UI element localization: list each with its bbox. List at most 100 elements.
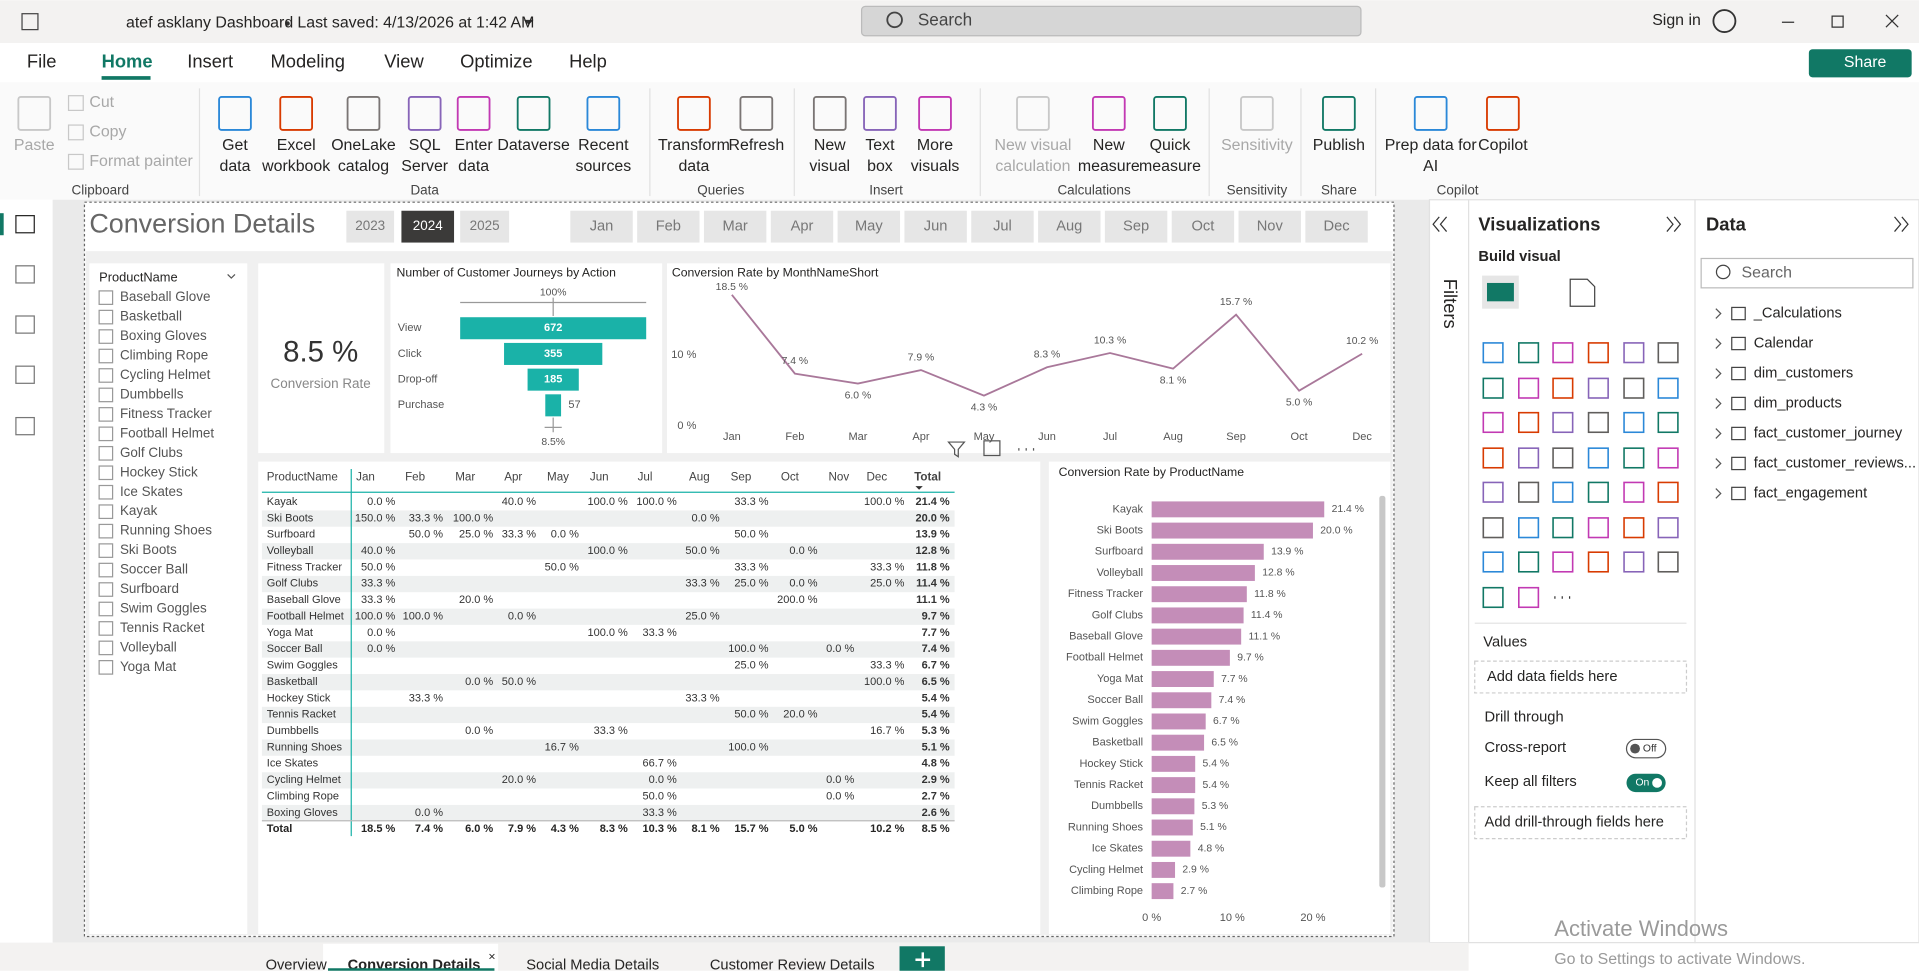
slicer-item[interactable]: Ice Skates <box>120 484 183 499</box>
month-label[interactable]: Jun <box>924 219 948 235</box>
month-button[interactable] <box>837 210 901 243</box>
slicer-checkbox[interactable] <box>98 484 114 500</box>
bar[interactable] <box>1151 713 1206 730</box>
visual-type-icon[interactable] <box>1518 481 1540 503</box>
drill-well[interactable] <box>1474 806 1688 840</box>
view-icon[interactable] <box>15 315 35 334</box>
slicer-item[interactable]: Dumbbells <box>120 386 184 401</box>
ribbon-button-label[interactable]: calculation <box>995 158 1070 175</box>
well-placeholder[interactable]: Add data fields here <box>1487 669 1618 685</box>
ribbon-button-label[interactable]: Refresh <box>728 137 784 154</box>
visual-type-icon[interactable] <box>1518 377 1540 399</box>
matrix-panel[interactable] <box>258 461 1041 935</box>
visual-type-icon[interactable] <box>1657 551 1679 573</box>
visual-type-icon[interactable] <box>1518 342 1540 364</box>
ribbon-icon[interactable] <box>1153 96 1187 131</box>
slicer-checkbox[interactable] <box>98 543 114 558</box>
visual-type-icon[interactable] <box>1623 481 1645 503</box>
month-button[interactable] <box>703 210 767 243</box>
bar[interactable] <box>1151 607 1244 624</box>
slicer-item[interactable]: Football Helmet <box>120 425 214 440</box>
ribbon-button-label[interactable]: Recent <box>578 137 629 154</box>
slicer-checkbox[interactable] <box>98 348 114 364</box>
ribbon-button-label[interactable]: Cut <box>89 94 114 111</box>
ribbon-button-label[interactable]: Paste <box>14 137 55 154</box>
month-label[interactable]: May <box>855 219 883 235</box>
visual-type-icon[interactable] <box>1657 377 1679 399</box>
expand-chevron[interactable] <box>1715 458 1722 469</box>
visual-type-icon[interactable] <box>1552 342 1574 364</box>
ribbon-icon[interactable] <box>1486 96 1520 131</box>
month-label[interactable]: Mar <box>723 219 748 235</box>
bar[interactable] <box>1151 501 1325 518</box>
slicer-item[interactable]: Boxing Gloves <box>120 328 207 343</box>
view-icon[interactable] <box>15 265 35 284</box>
visual-type-icon[interactable] <box>1518 551 1540 573</box>
expand-chevron[interactable] <box>1715 428 1722 439</box>
month-label[interactable]: Nov <box>1257 219 1284 235</box>
visual-type-icon[interactable] <box>1587 447 1609 469</box>
visual-type-icon[interactable] <box>1587 377 1609 399</box>
month-button[interactable] <box>971 210 1034 243</box>
ribbon-button-label[interactable]: AI <box>1423 158 1438 175</box>
bar[interactable] <box>1151 692 1212 709</box>
month-label[interactable]: Jan <box>590 219 614 235</box>
ribbon-button-label[interactable]: New visual <box>994 137 1071 154</box>
month-button[interactable] <box>770 210 834 243</box>
ribbon-small-icon[interactable] <box>67 153 84 170</box>
menu-item[interactable]: Optimize <box>460 51 532 72</box>
visual-type-icon[interactable] <box>1657 517 1679 539</box>
view-icon[interactable] <box>15 416 35 436</box>
slicer-item[interactable]: Volleyball <box>120 639 177 654</box>
visual-type-icon[interactable] <box>1587 481 1609 503</box>
visual-type-icon[interactable] <box>1623 551 1645 573</box>
table-name[interactable]: Calendar <box>1754 335 1814 351</box>
visual-type-icon[interactable] <box>1518 411 1540 434</box>
ribbon-button-label[interactable]: New <box>814 137 846 154</box>
visual-type-icon[interactable] <box>1657 342 1679 364</box>
ribbon-icon[interactable] <box>346 96 381 131</box>
month-button[interactable] <box>637 210 700 243</box>
visual-type-icon[interactable] <box>1623 411 1645 434</box>
page-tab[interactable]: Overview <box>266 958 328 971</box>
filter-icon[interactable] <box>947 441 966 458</box>
bar[interactable] <box>1151 649 1230 666</box>
month-button[interactable] <box>904 210 967 243</box>
ribbon-button-label[interactable]: sources <box>576 158 632 175</box>
ribbon-button-label[interactable]: Text <box>865 137 895 154</box>
expand-chevron[interactable] <box>1715 338 1722 349</box>
ribbon-icon[interactable] <box>1413 96 1448 131</box>
ribbon-icon[interactable] <box>17 96 52 131</box>
menu-item[interactable]: View <box>384 51 424 72</box>
filters-label[interactable]: Filters <box>1440 279 1461 329</box>
bar[interactable] <box>1151 777 1196 794</box>
visual-type-icon[interactable] <box>1587 517 1609 539</box>
bar[interactable] <box>1151 755 1196 772</box>
visual-type-icon[interactable] <box>1657 447 1679 469</box>
visual-type-icon[interactable] <box>1587 411 1609 434</box>
save-icon[interactable] <box>21 13 39 31</box>
card-panel[interactable] <box>258 263 385 454</box>
menu-item[interactable]: Modeling <box>270 51 344 72</box>
table-name[interactable]: fact_engagement <box>1754 485 1867 501</box>
ribbon-icon[interactable] <box>279 96 314 131</box>
slicer-checkbox[interactable] <box>98 407 114 422</box>
slicer-item[interactable]: Cycling Helmet <box>120 367 211 382</box>
month-button[interactable] <box>1104 210 1168 243</box>
year-button[interactable] <box>460 210 510 243</box>
ribbon-button-label[interactable]: measure <box>1139 158 1201 175</box>
slicer-checkbox[interactable] <box>98 523 114 539</box>
table-name[interactable]: dim_customers <box>1754 365 1853 381</box>
slicer-checkbox[interactable] <box>98 290 114 305</box>
month-label[interactable]: Oct <box>1192 219 1215 235</box>
toggle-state[interactable]: Off <box>1643 743 1657 754</box>
table-name[interactable]: _Calculations <box>1753 305 1842 321</box>
slicer-checkbox[interactable] <box>98 582 114 597</box>
year-button[interactable] <box>401 210 455 243</box>
table-name[interactable]: fact_customer_journey <box>1754 425 1903 441</box>
ribbon-icon[interactable] <box>456 96 491 131</box>
ribbon-button-label[interactable]: data <box>219 158 250 175</box>
ribbon-button-label[interactable]: OneLake <box>331 137 396 154</box>
window-controls[interactable] <box>1781 14 1899 28</box>
menu-item[interactable]: File <box>27 51 57 72</box>
